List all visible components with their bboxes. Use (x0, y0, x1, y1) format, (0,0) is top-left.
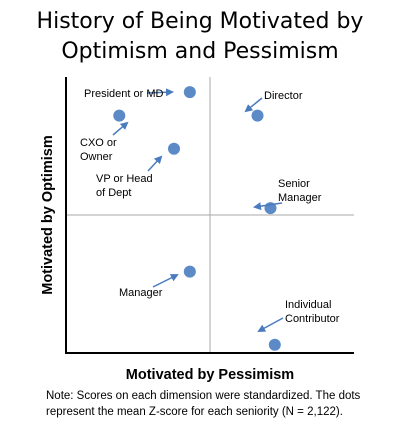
point-arrow (253, 202, 283, 211)
point-label: Director (264, 90, 303, 102)
chart-title-line-2: Optimism and Pessimism (61, 39, 339, 64)
data-point (168, 142, 180, 155)
chart-note: Note: Scores on each dimension were stan… (46, 388, 391, 420)
data-point (183, 265, 196, 278)
quadrant-chart: Motivated by Pessimism Motivated by Optim… (40, 77, 354, 383)
point-label: VP or Head of Dept (96, 173, 153, 199)
point-arrow (147, 155, 163, 172)
y-axis-title: Motivated by Optimism (40, 135, 56, 295)
data-point (251, 109, 264, 122)
point-arrow (244, 97, 263, 113)
note-line-1: Note: Scores on each dimension were stan… (46, 390, 361, 402)
point-label: Manager (119, 287, 163, 299)
data-point (113, 109, 126, 122)
point-label: President or MD (84, 88, 164, 100)
point-arrow (112, 121, 129, 136)
note-line-2: represent the mean Z-score for each seni… (46, 406, 343, 418)
point-arrow (146, 88, 174, 97)
point-label: CXO or Owner (80, 137, 117, 163)
data-point (268, 338, 281, 351)
data-point (183, 86, 196, 99)
point-label: Senior Manager (278, 178, 322, 204)
point-arrow (257, 317, 284, 332)
point-label: Individual Contributor (285, 299, 340, 325)
point-arrow (152, 274, 179, 288)
chart-title-line-1: History of Being Motivated by (36, 9, 364, 34)
x-axis-title: Motivated by Pessimism (126, 367, 294, 383)
